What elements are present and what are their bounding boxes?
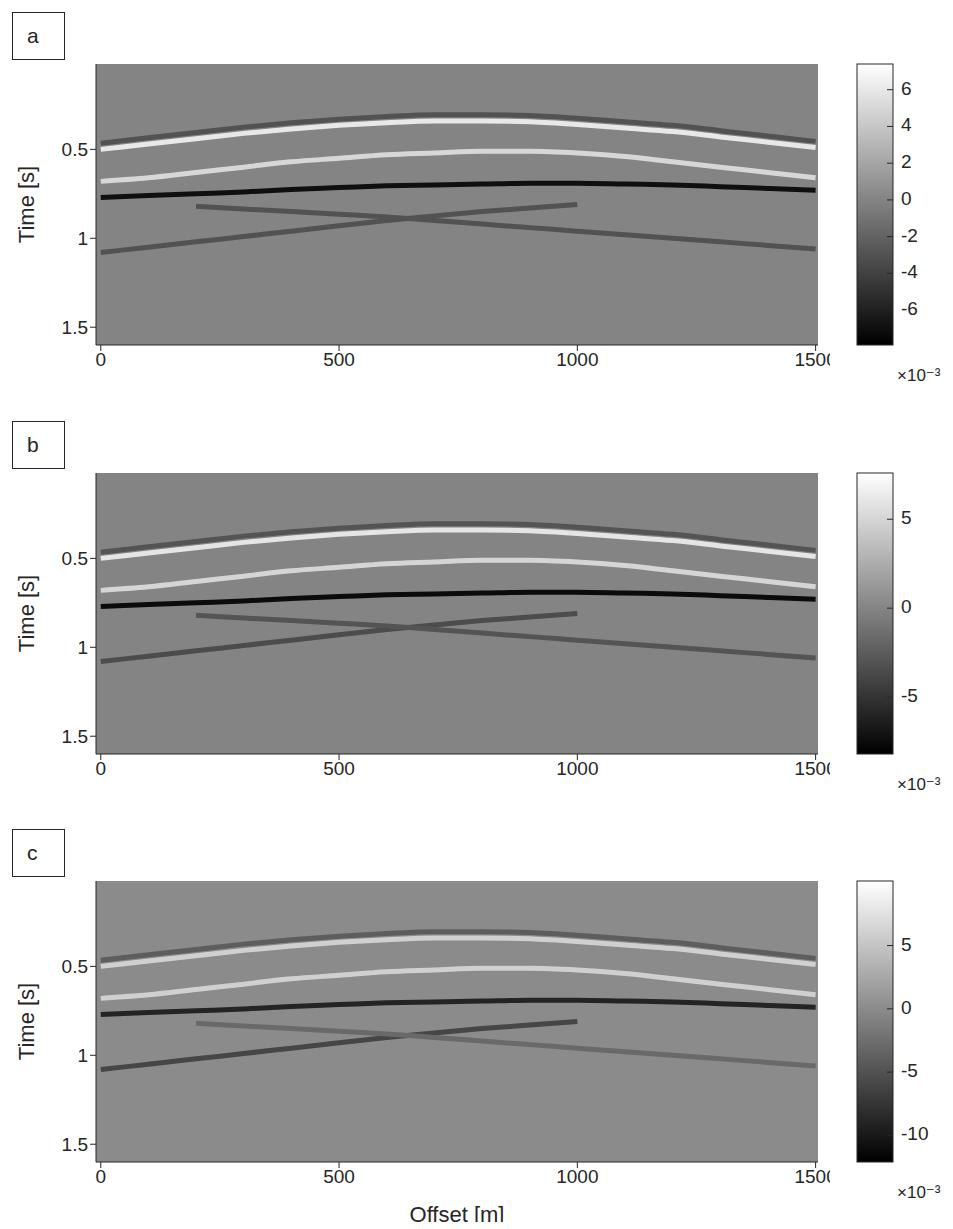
svg-text:-2: -2	[901, 225, 918, 246]
svg-text:1: 1	[77, 637, 88, 658]
svg-text:0: 0	[901, 997, 912, 1018]
svg-text:0: 0	[901, 596, 912, 617]
html-text:c: c	[27, 841, 38, 864]
svg-text:Time [s]: Time [s]	[14, 166, 39, 243]
svg-text:1: 1	[77, 228, 88, 249]
svg-text:×10⁻³: ×10⁻³	[897, 1183, 941, 1202]
svg-text:2: 2	[901, 151, 912, 172]
svg-text:×10⁻³: ×10⁻³	[897, 366, 941, 385]
svg-text:1.5: 1.5	[62, 726, 88, 747]
html-text:a: a	[27, 24, 39, 47]
svg-text:1500: 1500	[794, 758, 830, 779]
svg-text:0: 0	[95, 758, 106, 779]
html-text:b: b	[27, 433, 39, 456]
svg-text:0: 0	[95, 349, 106, 370]
svg-text:1000: 1000	[556, 1166, 598, 1187]
svg-text:Time [s]: Time [s]	[14, 575, 39, 652]
svg-text:0.5: 0.5	[62, 548, 88, 569]
svg-text:500: 500	[323, 349, 355, 370]
svg-text:0: 0	[95, 1166, 106, 1187]
svg-text:1: 1	[77, 1045, 88, 1066]
svg-text:1000: 1000	[556, 349, 598, 370]
svg-text:4: 4	[901, 114, 912, 135]
svg-text:1000: 1000	[556, 758, 598, 779]
svg-text:500: 500	[323, 1166, 355, 1187]
svg-text:-6: -6	[901, 298, 918, 319]
svg-text:5: 5	[901, 507, 912, 528]
svg-text:Time [s]: Time [s]	[14, 983, 39, 1060]
svg-text:5: 5	[901, 934, 912, 955]
svg-text:-10: -10	[901, 1123, 928, 1144]
svg-text:1.5: 1.5	[62, 317, 88, 338]
svg-text:×10⁻³: ×10⁻³	[897, 775, 941, 794]
svg-text:500: 500	[323, 758, 355, 779]
svg-text:0.5: 0.5	[62, 139, 88, 160]
svg-text:1.5: 1.5	[62, 1134, 88, 1155]
svg-text:0.5: 0.5	[62, 956, 88, 977]
svg-text:-5: -5	[901, 685, 918, 706]
svg-text:Offset [m]: Offset [m]	[410, 1202, 505, 1222]
svg-text:-4: -4	[901, 261, 918, 282]
svg-text:0: 0	[901, 188, 912, 209]
svg-text:1500: 1500	[794, 1166, 830, 1187]
svg-text:6: 6	[901, 78, 912, 99]
svg-text:-5: -5	[901, 1060, 918, 1081]
svg-text:1500: 1500	[794, 349, 830, 370]
